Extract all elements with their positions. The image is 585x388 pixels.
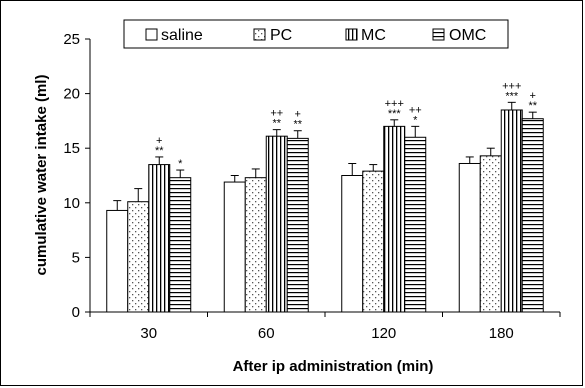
bar-saline-180 <box>458 162 481 313</box>
bar-mc-60 <box>265 135 288 313</box>
bar-saline-30 <box>106 209 129 313</box>
bar-pc-30 <box>127 201 150 313</box>
y-tick-label: 20 <box>63 86 80 103</box>
bar-saline-60 <box>223 181 246 313</box>
bar-omc-180 <box>521 118 544 313</box>
legend-label-saline: saline <box>161 27 203 44</box>
significance-label: ** <box>528 100 537 112</box>
y-tick-label: 25 <box>63 31 80 48</box>
x-axis-title: After ip administration (min) <box>233 358 434 375</box>
y-tick-label: 15 <box>63 140 80 157</box>
bar-saline-120 <box>341 175 364 313</box>
significance-label: ++ <box>409 104 422 116</box>
x-tick-label: 60 <box>258 325 275 342</box>
y-tick-label: 0 <box>72 304 80 321</box>
plot-area: 051015202530**+*60**++**+120***+++*++180… <box>63 31 561 342</box>
significance-label: ** <box>272 118 281 130</box>
legend-label-pc: PC <box>270 27 292 44</box>
significance-label: + <box>295 109 301 121</box>
bar-mc-120 <box>383 125 406 313</box>
legend-label-omc: OMC <box>449 27 486 44</box>
x-tick-label: 180 <box>489 325 514 342</box>
y-axis-title: cumulative water intake (ml) <box>33 75 50 276</box>
significance-label: +++ <box>502 80 521 92</box>
y-tick-label: 5 <box>72 249 80 266</box>
significance-label: *** <box>388 108 402 120</box>
bar-pc-180 <box>479 155 502 313</box>
bar-omc-60 <box>286 137 309 313</box>
significance-label: + <box>530 90 536 102</box>
x-tick-label: 30 <box>140 325 157 342</box>
bar-pc-120 <box>362 170 385 313</box>
bar-omc-120 <box>404 136 427 313</box>
significance-label: * <box>178 158 183 170</box>
legend-swatch-saline <box>145 28 158 41</box>
bar-omc-30 <box>169 177 192 313</box>
significance-label: *** <box>505 90 519 102</box>
bar-mc-180 <box>500 109 523 313</box>
significance-label: +++ <box>385 98 404 110</box>
bar-pc-60 <box>244 177 267 313</box>
significance-label: + <box>156 135 162 147</box>
significance-label: ** <box>155 145 164 157</box>
legend-swatch-pc <box>253 28 266 41</box>
bar-mc-30 <box>148 164 171 313</box>
legend-label-mc: MC <box>361 27 386 44</box>
legend-swatch-omc <box>432 28 445 41</box>
significance-label: * <box>413 114 418 126</box>
legend-swatch-mc <box>345 28 358 41</box>
x-tick-label: 120 <box>371 325 396 342</box>
significance-label: ** <box>293 119 302 131</box>
y-tick-label: 10 <box>63 195 80 212</box>
significance-label: ++ <box>270 108 283 120</box>
